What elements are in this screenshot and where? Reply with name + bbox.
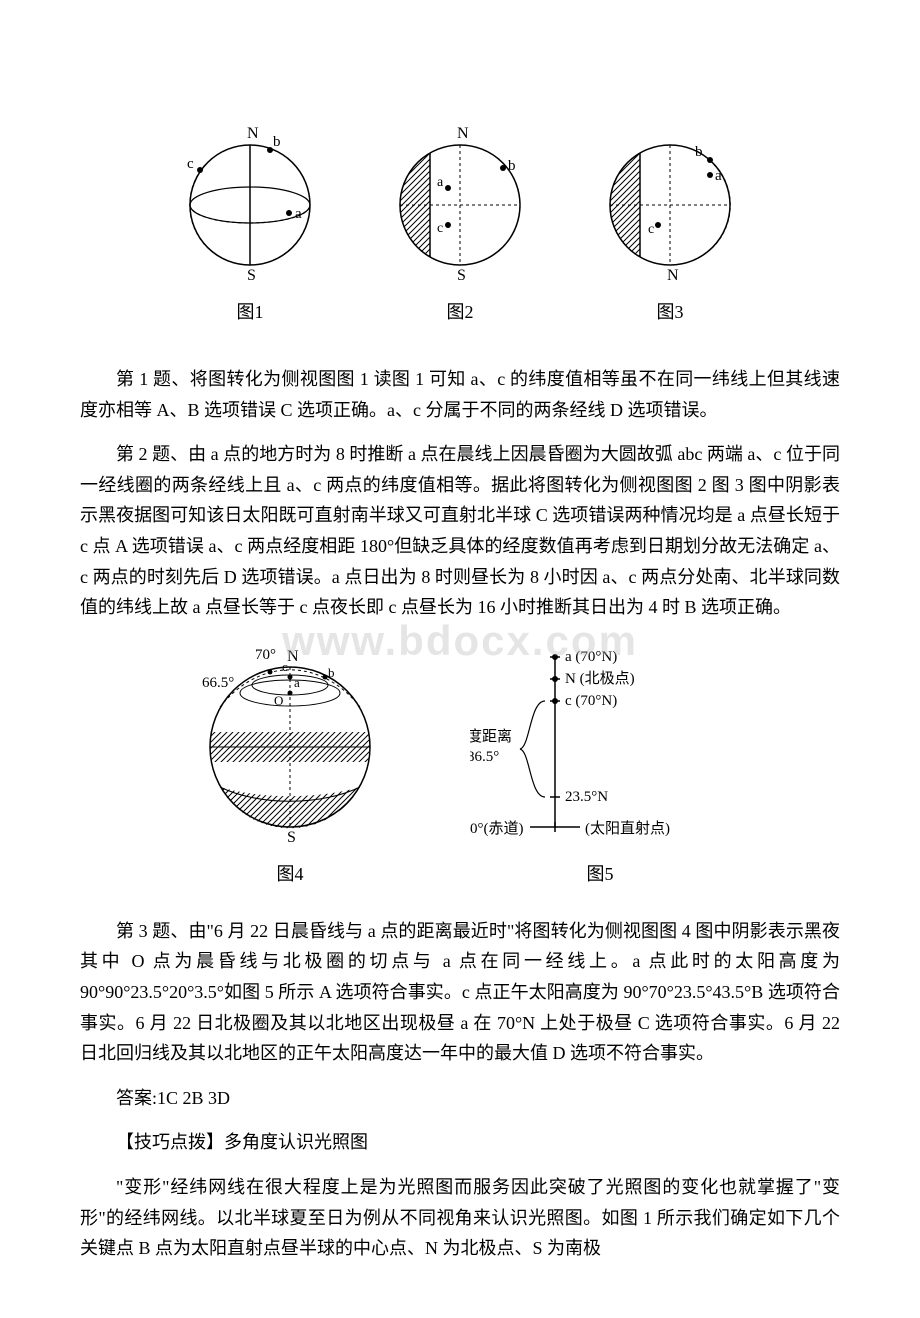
figure-1-caption: 图1 — [175, 298, 325, 324]
figure-4-caption: 图4 — [190, 860, 390, 886]
figure-4: N S 70° 66.5° a b c O 图4 — [190, 637, 390, 886]
label-c: c — [648, 222, 654, 237]
paragraph-answer: 答案:1C 2B 3D — [80, 1083, 840, 1114]
label-a: a — [437, 175, 444, 190]
figure-2-svg: N S a b c — [385, 120, 535, 285]
figure-1: N S a b c 图1 — [175, 120, 325, 324]
figure-4-svg: N S 70° 66.5° a b c O — [190, 637, 390, 847]
paragraph-q2: 第 2 题、由 a 点的地方时为 8 时推断 a 点在晨线上因晨昏圈为大圆故弧 … — [80, 439, 840, 623]
figure-group-mid-wrap: www.bdocx.com — [80, 637, 840, 886]
label-S: S — [457, 267, 466, 284]
label-latdist: 纬度距离 — [470, 728, 512, 745]
figure-5: a (70°N) N (北极点) c (70°N) 纬度距离 为86.5° 23… — [470, 637, 730, 886]
label-b: b — [508, 158, 516, 174]
label-N: N — [287, 648, 299, 665]
label-a: a — [295, 206, 302, 222]
label-665: 66.5° — [202, 675, 234, 691]
label-a: a — [294, 675, 300, 690]
figure-5-svg: a (70°N) N (北极点) c (70°N) 纬度距离 为86.5° 23… — [470, 637, 730, 847]
label-sun: (太阳直射点) — [585, 820, 670, 837]
paragraph-p4: "变形"经纬网线在很大程度上是为光照图而服务因此突破了光照图的变化也就掌握了"变… — [80, 1172, 840, 1264]
label-70: 70° — [255, 647, 276, 663]
figure-5-caption: 图5 — [470, 860, 730, 886]
label-N: N — [457, 125, 469, 142]
label-N: N — [247, 125, 259, 142]
label-N: N — [667, 267, 679, 284]
label-b: b — [695, 144, 703, 160]
figure-1-svg: N S a b c — [175, 120, 325, 285]
label-b: b — [273, 134, 281, 150]
label-S: S — [247, 267, 256, 284]
label-S: S — [287, 829, 296, 846]
label-npole: N (北极点) — [565, 670, 635, 687]
label-eq: 0°(赤道) — [470, 820, 524, 837]
label-235n: 23.5°N — [565, 789, 608, 805]
figure-3-caption: 图3 — [595, 298, 745, 324]
figure-2: N S a b c 图2 — [385, 120, 535, 324]
figure-3: N a b c 图3 — [595, 120, 745, 324]
figure-2-caption: 图2 — [385, 298, 535, 324]
label-b: b — [328, 665, 335, 680]
label-a: a (70°N) — [565, 649, 617, 665]
label-c: c — [437, 221, 443, 236]
label-c: c — [282, 659, 288, 674]
label-865: 为86.5° — [470, 748, 499, 765]
paragraph-tip-title: 【技巧点拨】多角度认识光照图 — [80, 1127, 840, 1158]
label-a: a — [715, 168, 722, 184]
label-O: O — [274, 693, 283, 708]
label-c: c — [187, 156, 194, 172]
figure-3-svg: N a b c — [595, 120, 745, 285]
figure-group-mid: N S 70° 66.5° a b c O 图4 — [80, 637, 840, 886]
paragraph-q1: 第 1 题、将图转化为侧视图图 1 读图 1 可知 a、c 的纬度值相等虽不在同… — [80, 364, 840, 425]
figure-group-top: N S a b c 图1 N S a b — [80, 120, 840, 324]
paragraph-q3: 第 3 题、由"6 月 22 日晨昏线与 a 点的距离最近时"将图转化为侧视图图… — [80, 916, 840, 1069]
label-c: c (70°N) — [565, 693, 617, 709]
